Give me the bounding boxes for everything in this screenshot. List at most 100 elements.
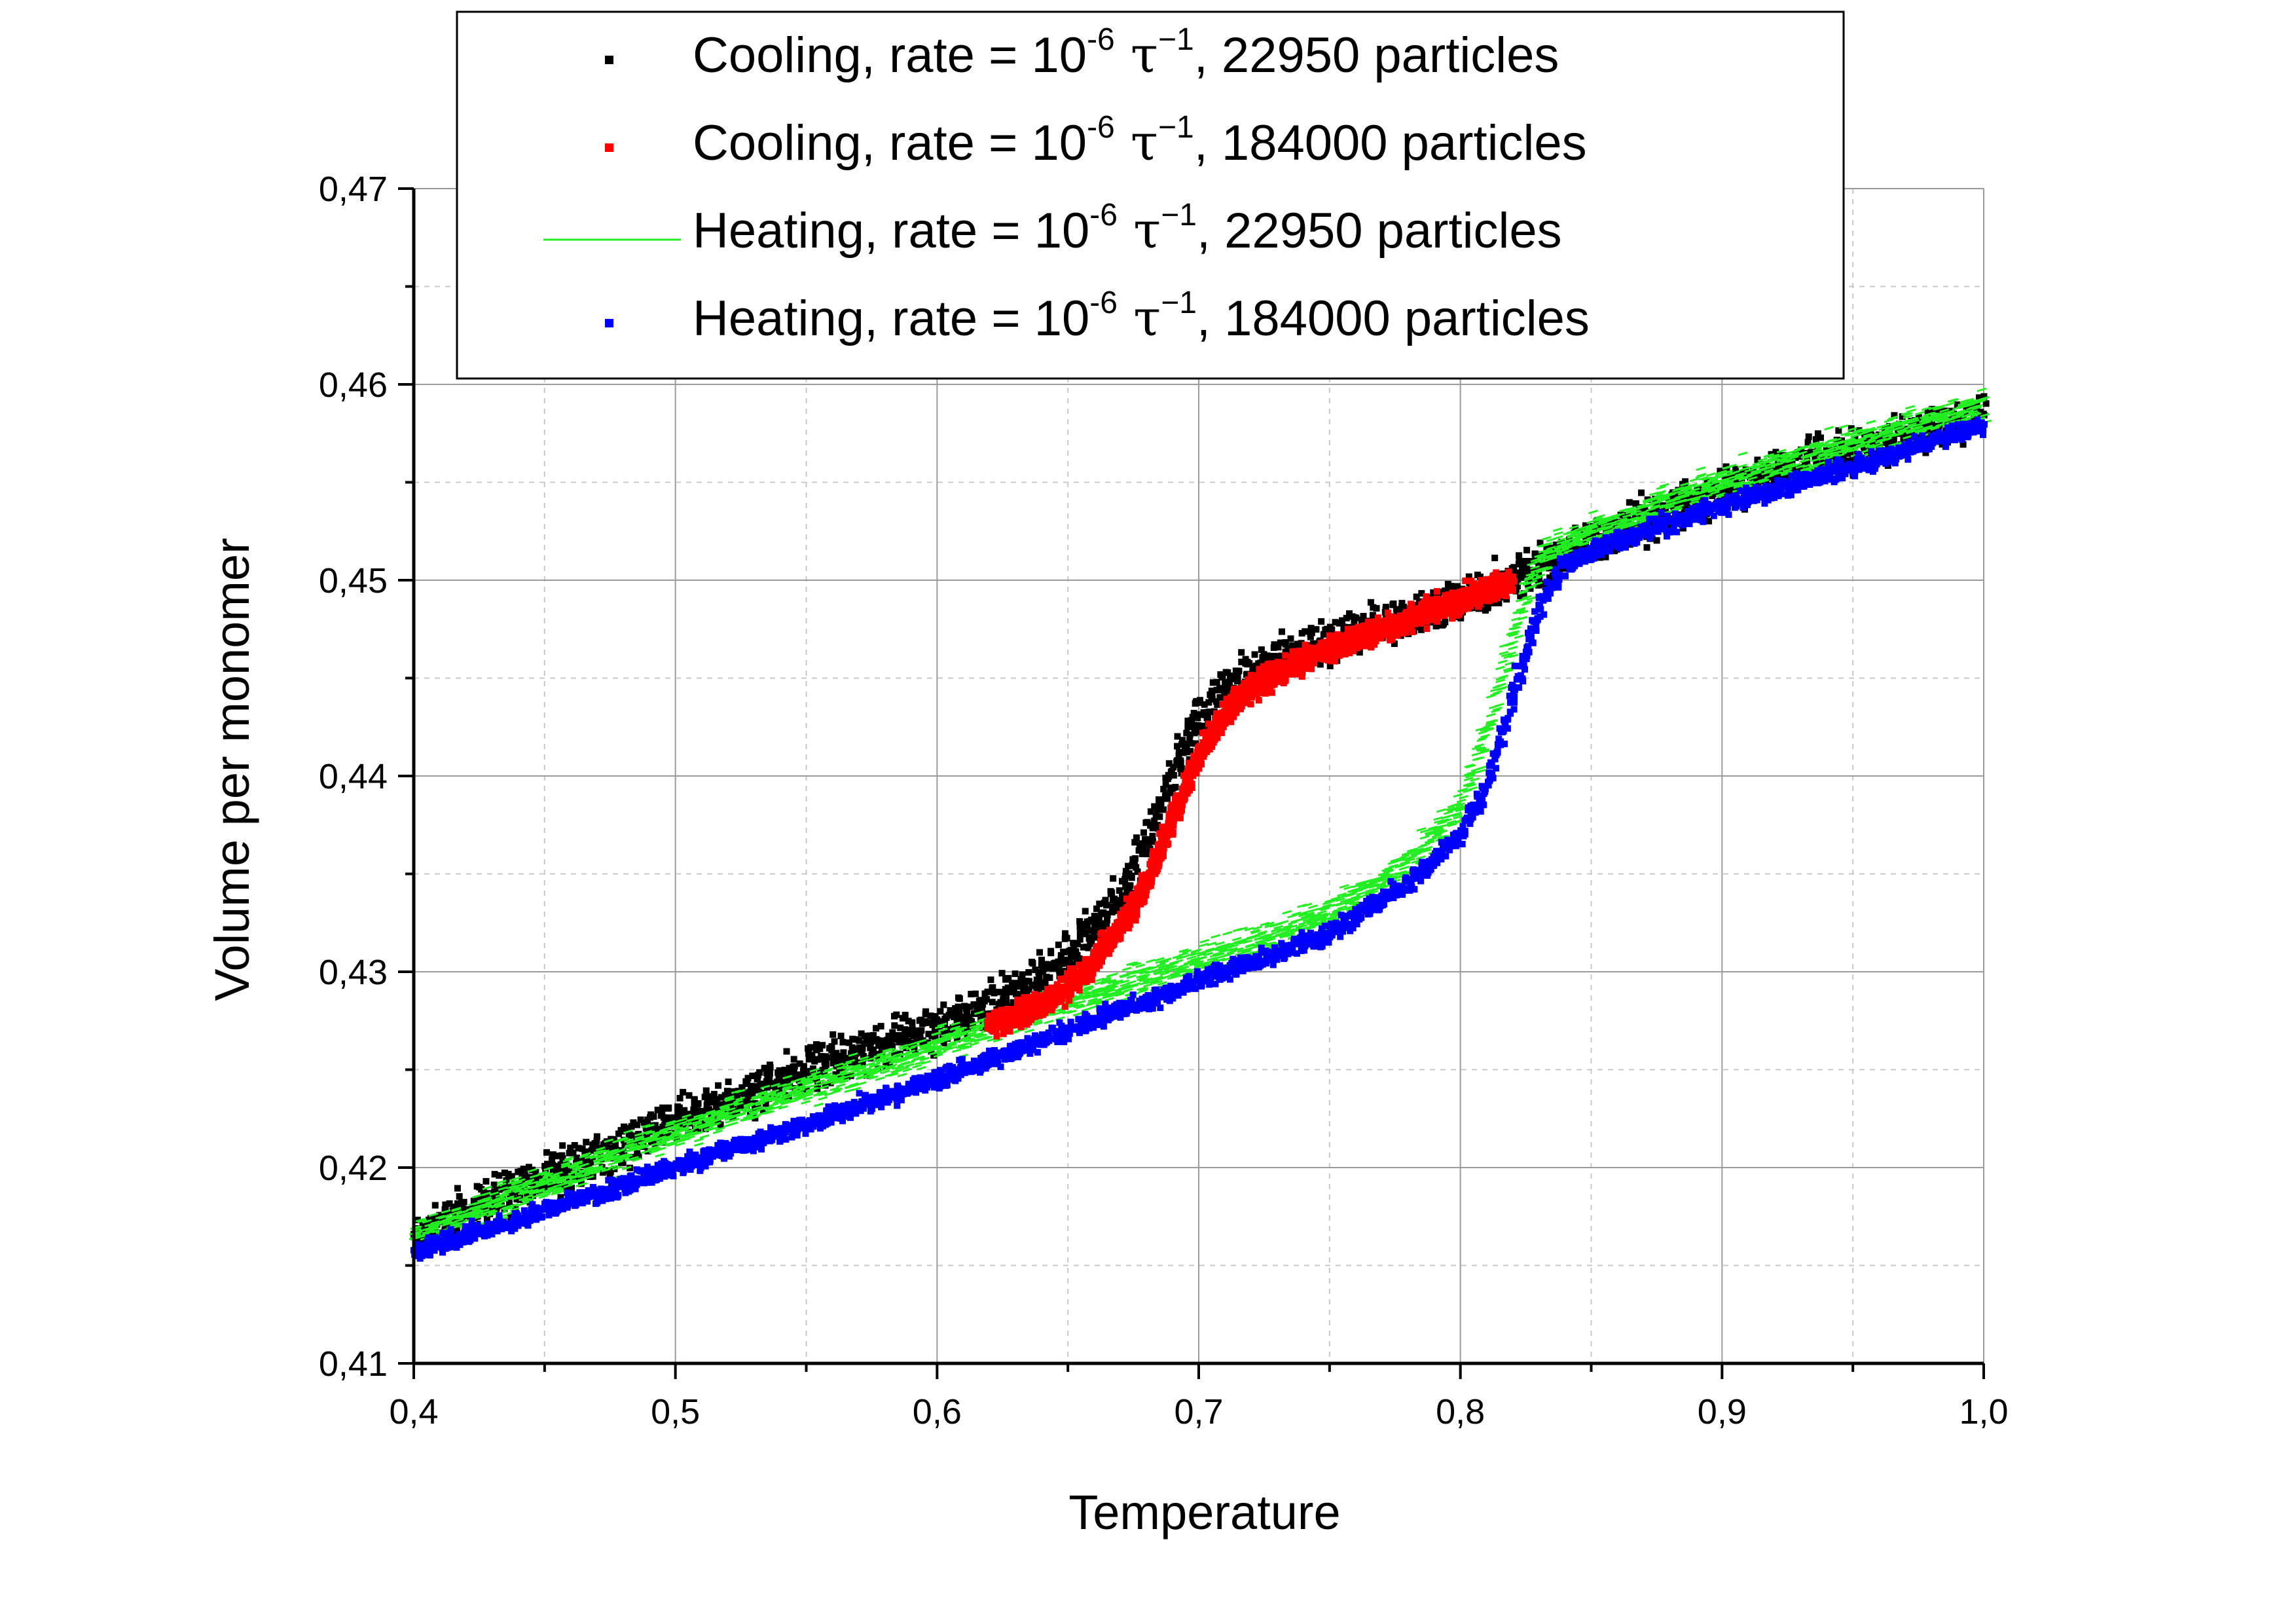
data-point (711, 1109, 721, 1115)
data-point (1459, 795, 1468, 800)
data-point (486, 1209, 496, 1214)
data-point (839, 1053, 846, 1060)
data-point (1271, 927, 1282, 932)
data-point (756, 1069, 763, 1076)
data-point (791, 1063, 798, 1070)
data-point (761, 1064, 769, 1071)
data-point (1519, 564, 1526, 572)
data-point (889, 1029, 896, 1036)
data-point (803, 1092, 814, 1098)
data-point (1275, 654, 1283, 661)
data-point (593, 1161, 604, 1166)
data-point (693, 1142, 704, 1147)
data-point (836, 1067, 843, 1074)
data-point (604, 1138, 614, 1143)
data-point (446, 1200, 453, 1208)
data-point (1737, 472, 1747, 477)
data-point (558, 1172, 565, 1179)
data-point (1309, 915, 1319, 920)
data-point (795, 1084, 806, 1090)
data-point (1537, 540, 1544, 547)
data-point (1349, 613, 1356, 620)
data-point (1023, 989, 1030, 996)
data-point (1832, 437, 1842, 443)
data-point (559, 1142, 566, 1149)
data-point (1687, 483, 1698, 488)
data-point (1081, 1007, 1091, 1012)
data-point (1059, 959, 1066, 966)
data-point (1160, 785, 1167, 792)
data-point (1199, 942, 1209, 948)
data-point (1390, 600, 1397, 608)
data-point (1228, 947, 1238, 952)
data-point (1694, 487, 1701, 494)
data-point (1125, 887, 1133, 895)
data-point (1190, 951, 1200, 957)
data-point (1476, 747, 1487, 752)
data-point (1504, 642, 1515, 647)
data-point (782, 1099, 793, 1104)
data-point (1913, 420, 1920, 427)
data-point (1108, 972, 1119, 977)
data-point (1228, 944, 1239, 949)
data-point (1102, 896, 1109, 904)
data-point (892, 1065, 902, 1071)
data-point (593, 1164, 604, 1170)
data-point (1596, 532, 1607, 538)
data-point (793, 1091, 803, 1096)
data-point (1207, 956, 1217, 961)
data-point (778, 1105, 788, 1110)
data-point (1671, 490, 1682, 495)
data-point (1025, 969, 1032, 976)
data-point (1320, 906, 1330, 912)
data-point (1302, 628, 1309, 635)
data-point (560, 1164, 571, 1169)
data-point (1085, 944, 1092, 951)
data-point (564, 1156, 574, 1161)
data-point (428, 1212, 439, 1217)
data-point (905, 1060, 915, 1065)
data-point (1456, 805, 1466, 810)
data-point (514, 1189, 524, 1194)
data-point (1546, 545, 1556, 551)
data-point (1326, 663, 1334, 670)
data-point (1839, 449, 1850, 454)
data-point (473, 1204, 484, 1209)
data-point (1186, 731, 1194, 738)
data-point (1259, 654, 1266, 661)
data-point (1238, 658, 1245, 665)
data-point (1814, 430, 1821, 437)
data-point (1187, 740, 1194, 747)
data-point (692, 1121, 702, 1126)
data-point (1636, 505, 1647, 510)
data-point (629, 1154, 636, 1161)
data-point (1846, 457, 1853, 464)
data-point (1626, 499, 1633, 506)
data-point (512, 1188, 522, 1193)
data-point (1167, 965, 1178, 970)
data-point (760, 1084, 771, 1090)
data-point (456, 1193, 463, 1200)
data-point (1686, 497, 1693, 504)
data-point (1417, 626, 1425, 633)
data-point (895, 1059, 905, 1064)
data-point (962, 1045, 972, 1050)
data-point (800, 1063, 807, 1070)
data-point (415, 1227, 422, 1234)
data-point (537, 1174, 544, 1181)
data-point (703, 1117, 714, 1122)
data-point (925, 1031, 932, 1038)
data-point (936, 1050, 947, 1055)
data-point (702, 1087, 710, 1094)
data-point (839, 1066, 847, 1073)
data-point (832, 1071, 839, 1078)
data-point (718, 1101, 725, 1108)
data-point (833, 1050, 840, 1057)
data-point (460, 1198, 467, 1206)
data-point (967, 1031, 977, 1036)
data-point (549, 1187, 559, 1192)
data-point (1252, 925, 1262, 931)
data-point (670, 1125, 680, 1130)
data-point (1717, 485, 1727, 490)
data-point (1761, 470, 1771, 475)
